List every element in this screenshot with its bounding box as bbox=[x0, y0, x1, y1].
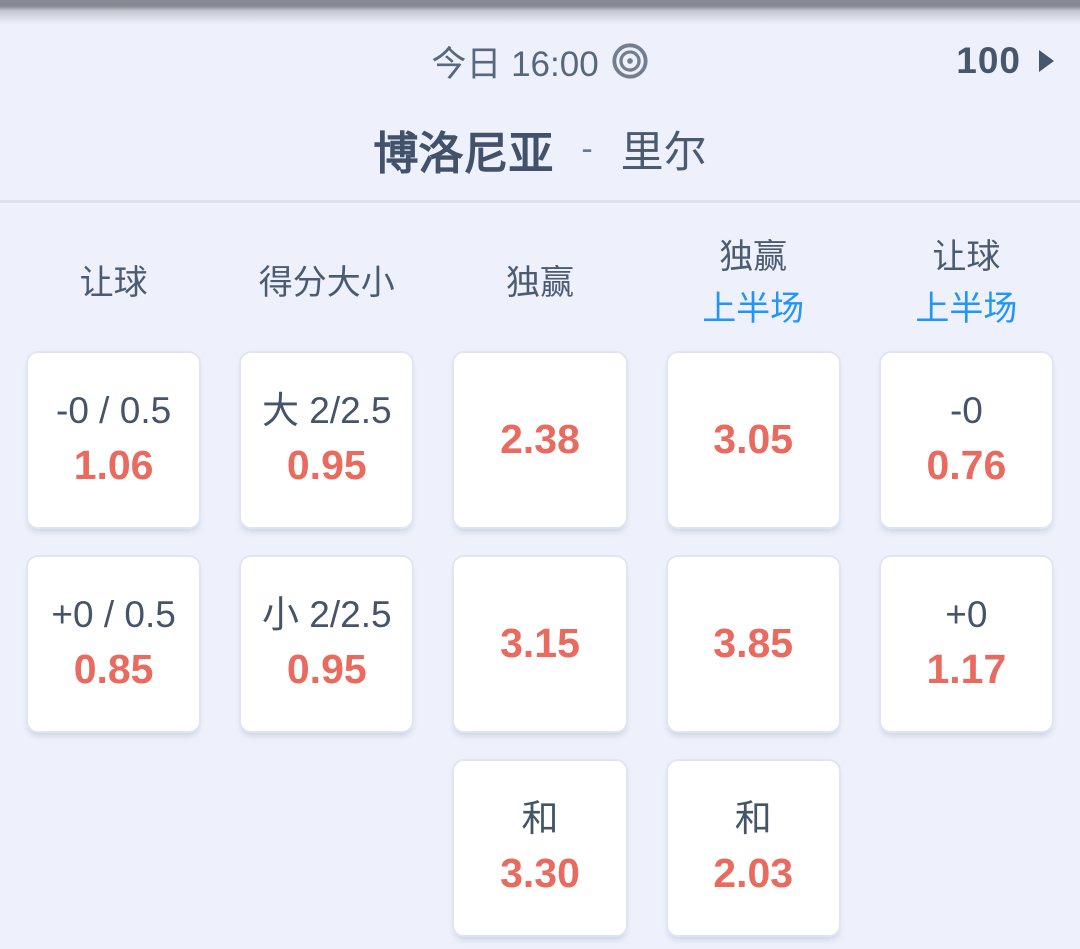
odds-line: -0 bbox=[949, 390, 983, 432]
column-label: 独赢 bbox=[719, 238, 788, 277]
odds-value: 3.05 bbox=[713, 416, 794, 463]
odds-value: 0.95 bbox=[286, 442, 367, 489]
odds-cell-under[interactable]: 小 2/2.5 0.95 bbox=[239, 555, 415, 733]
column-label: 独赢 bbox=[505, 264, 574, 303]
odds-value: 3.85 bbox=[713, 620, 794, 667]
away-team-name: 里尔 bbox=[620, 129, 707, 177]
odds-value: 3.15 bbox=[500, 620, 580, 667]
odds-value: 1.17 bbox=[926, 646, 1007, 693]
column-header-moneyline: 独赢 bbox=[452, 261, 627, 307]
odds-line: -0 / 0.5 bbox=[56, 390, 172, 432]
odds-value: 0.76 bbox=[926, 442, 1007, 489]
odds-line: +0 bbox=[945, 594, 988, 636]
odds-value: 1.06 bbox=[73, 442, 154, 489]
more-markets-button[interactable]: 100 bbox=[956, 40, 1054, 82]
odds-cell-moneyline-half-away[interactable]: 3.85 bbox=[665, 555, 841, 733]
match-top-bar: 今日 16:00 100 bbox=[0, 24, 1080, 98]
column-header-moneyline-first-half: 独赢 上半场 bbox=[666, 235, 841, 333]
match-title: 博洛尼亚 - 里尔 bbox=[0, 98, 1080, 200]
odds-cell-handicap-half-home[interactable]: -0 0.76 bbox=[878, 351, 1054, 529]
odds-line: 小 2/2.5 bbox=[262, 594, 392, 636]
odds-value: 0.85 bbox=[73, 646, 154, 693]
column-sublabel: 上半场 bbox=[915, 290, 1018, 328]
header-divider bbox=[0, 200, 1080, 203]
odds-line: 和 bbox=[521, 798, 559, 840]
market-column-headers: 让球 得分大小 独赢 独赢 上半场 让球 上半场 bbox=[0, 225, 1080, 343]
odds-line: 大 2/2.5 bbox=[262, 390, 392, 432]
odds-value: 0.95 bbox=[286, 646, 367, 693]
odds-value: 2.03 bbox=[713, 850, 794, 897]
odds-value: 3.30 bbox=[500, 850, 580, 897]
column-label: 让球 bbox=[79, 264, 148, 303]
odds-cell-over[interactable]: 大 2/2.5 0.95 bbox=[239, 351, 415, 529]
team-separator: - bbox=[581, 129, 593, 168]
market-count: 100 bbox=[956, 40, 1021, 81]
odds-line: +0 / 0.5 bbox=[51, 594, 176, 636]
odds-cell-handicap-home[interactable]: -0 / 0.5 1.06 bbox=[26, 351, 202, 529]
odds-cell-moneyline-draw[interactable]: 和 3.30 bbox=[452, 759, 628, 937]
odds-cell-handicap-half-away[interactable]: +0 1.17 bbox=[878, 555, 1054, 733]
column-label: 让球 bbox=[932, 238, 1001, 277]
column-label: 得分大小 bbox=[258, 264, 395, 303]
chevron-right-icon bbox=[1039, 50, 1054, 72]
column-header-handicap-first-half: 让球 上半场 bbox=[879, 235, 1054, 333]
target-icon bbox=[612, 43, 648, 79]
odds-cell-moneyline-half-draw[interactable]: 和 2.03 bbox=[665, 759, 841, 937]
home-team-name: 博洛尼亚 bbox=[373, 127, 554, 179]
column-sublabel: 上半场 bbox=[702, 290, 805, 328]
match-time-group: 今日 16:00 bbox=[431, 36, 648, 87]
odds-cell-handicap-away[interactable]: +0 / 0.5 0.85 bbox=[26, 555, 202, 733]
odds-cell-moneyline-half-home[interactable]: 3.05 bbox=[665, 351, 841, 529]
odds-cell-moneyline-away[interactable]: 3.15 bbox=[452, 555, 628, 733]
column-header-handicap: 让球 bbox=[26, 261, 201, 307]
odds-cell-moneyline-home[interactable]: 2.38 bbox=[452, 351, 628, 529]
odds-line: 和 bbox=[734, 798, 772, 840]
match-time-label: 今日 16:00 bbox=[431, 44, 599, 84]
odds-value: 2.38 bbox=[500, 416, 580, 463]
odds-grid: -0 / 0.5 1.06 大 2/2.5 0.95 2.38 3.05 -0 … bbox=[0, 351, 1080, 937]
column-header-over-under: 得分大小 bbox=[239, 261, 414, 307]
system-status-strip bbox=[0, 0, 1080, 24]
